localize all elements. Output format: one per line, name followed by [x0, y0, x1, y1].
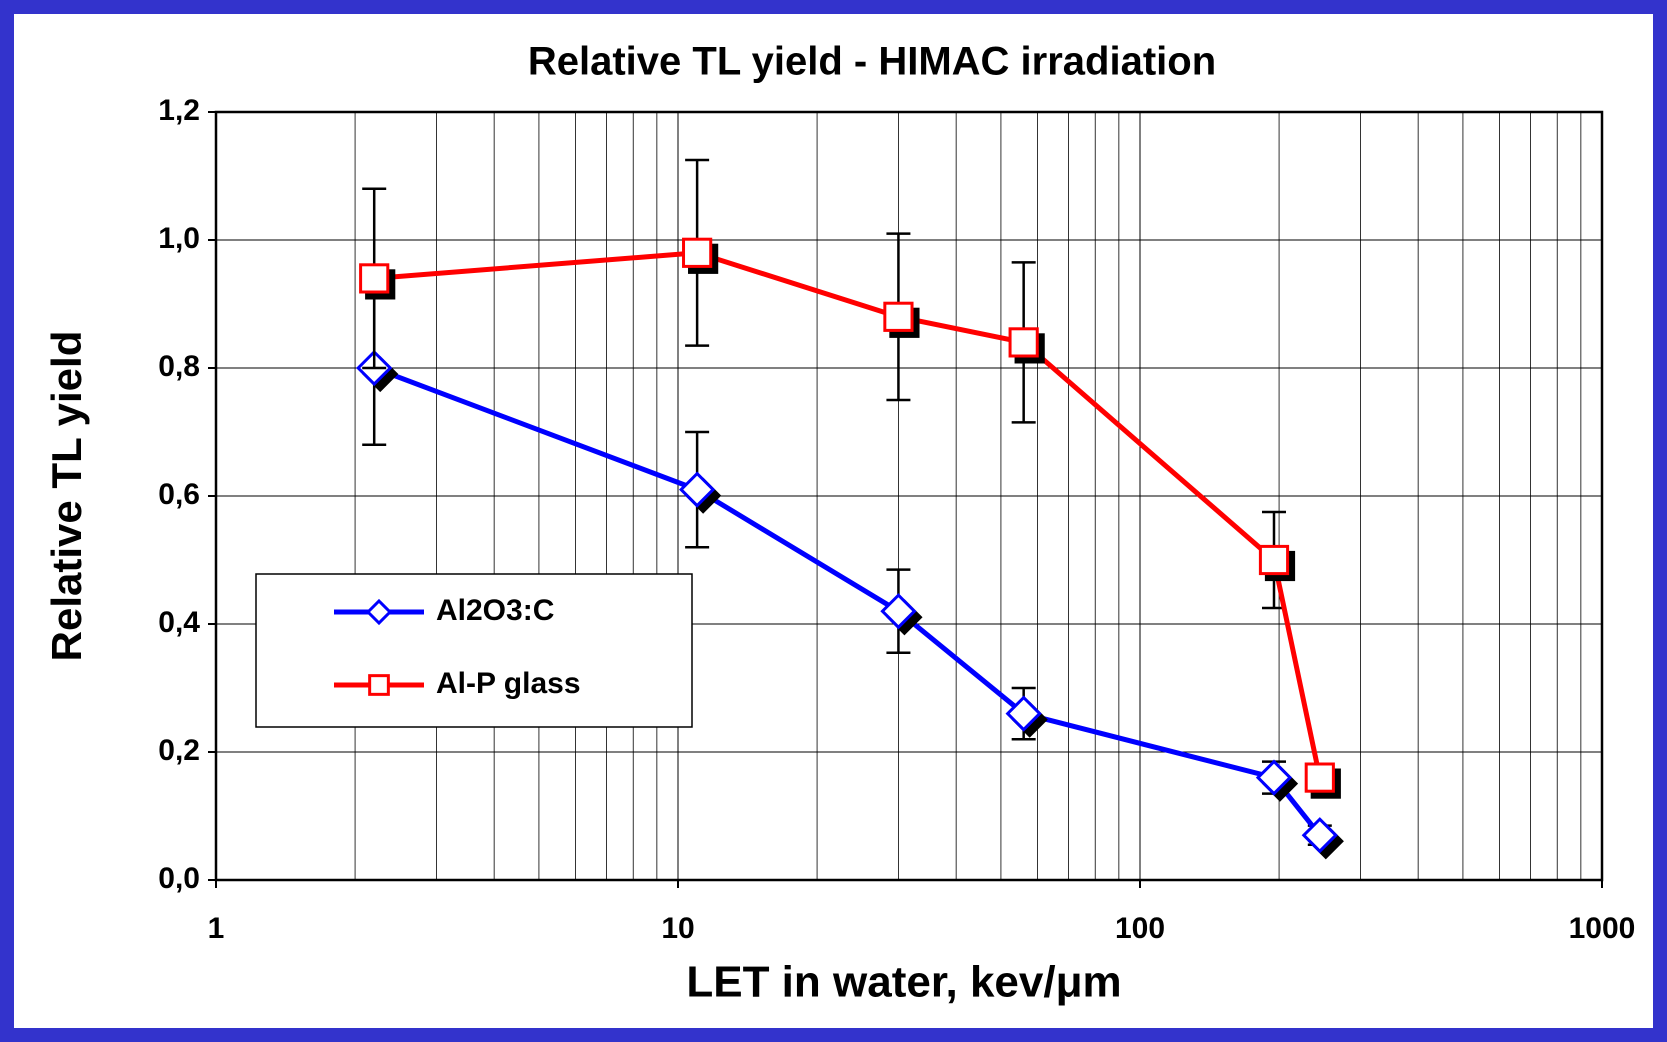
x-tick-label: 10	[661, 912, 694, 945]
point	[682, 237, 713, 268]
y-tick-label: 0,2	[158, 734, 200, 767]
series-line	[374, 250, 1323, 779]
legend-marker	[365, 598, 393, 626]
point	[359, 263, 390, 294]
background	[14, 14, 1653, 1028]
point	[1301, 817, 1338, 854]
point	[1255, 759, 1293, 796]
plot-border	[214, 110, 1604, 882]
point	[880, 593, 917, 630]
legend-marker	[368, 674, 390, 696]
point	[679, 471, 716, 508]
x-tick-label: 1	[208, 912, 225, 945]
legend-label: Al-P glass	[436, 667, 581, 700]
legend-label: Al2O3:C	[436, 594, 554, 627]
point	[1258, 544, 1290, 576]
y-tick-label: 0,6	[158, 478, 200, 511]
point	[883, 301, 914, 332]
y-tick-label: 1,2	[158, 94, 200, 127]
y-tick-label: 1,0	[158, 222, 200, 255]
point	[1005, 695, 1042, 732]
legend-box	[255, 573, 693, 728]
y-tick-label: 0,8	[158, 350, 200, 383]
y-tick-label: 0,4	[158, 606, 200, 639]
point	[1008, 327, 1039, 358]
point	[1304, 762, 1335, 793]
x-tick-label: 100	[1115, 912, 1165, 945]
y-tick-label: 0,0	[158, 862, 200, 895]
y-axis-title: Relative TL yield	[43, 331, 90, 662]
x-tick-label: 1000	[1569, 912, 1636, 945]
chart-title: Relative TL yield - HIMAC irradiation	[528, 40, 1216, 84]
x-axis-title: LET in water, kev/μm	[686, 958, 1121, 1007]
